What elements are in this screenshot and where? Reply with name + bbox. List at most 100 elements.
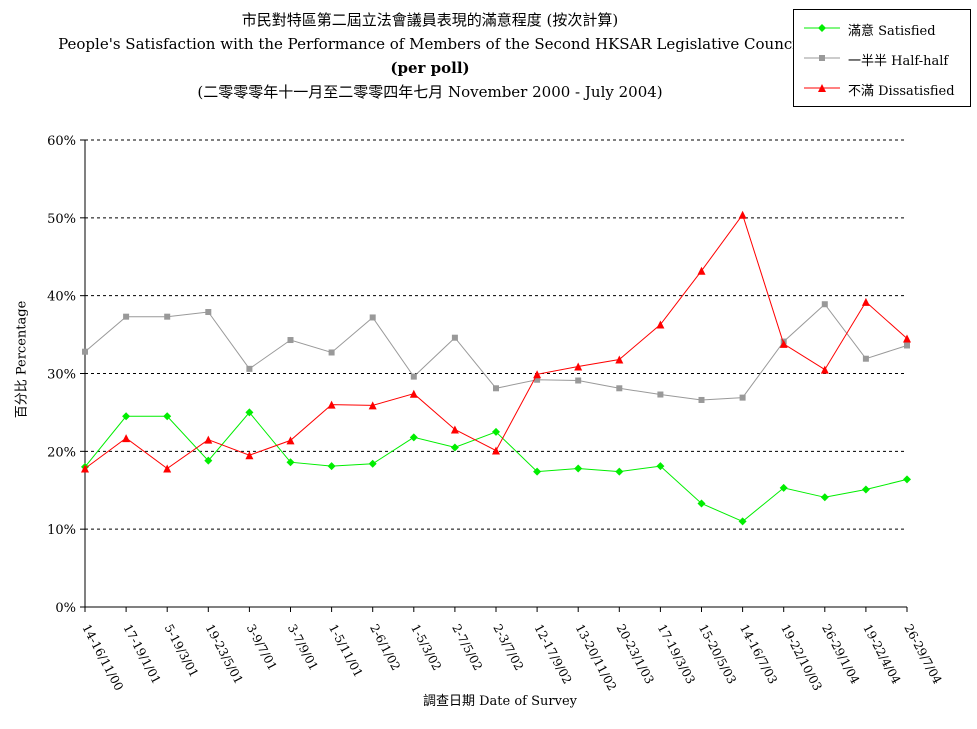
y-tick-label: 50% [47,212,76,227]
data-point-dissatisfied [204,435,213,444]
y-tick-label: 20% [47,445,76,460]
chart-title-chinese: 市民對特區第二屆立法會議員表現的滿意程度 (按次計算) [241,11,619,29]
data-point-half-half [451,334,458,341]
data-point-half-half [657,391,664,398]
x-tick-label: 1-5/11/01 [326,622,366,680]
data-point-satisfied [409,433,418,442]
triangle-marker-icon [804,84,840,92]
x-tick-label: 2-7/5/02 [449,622,485,673]
data-point-satisfied [204,456,213,465]
y-tick-label: 10% [47,523,76,538]
legend-label-half-half: 一半半 Half-half [848,54,949,69]
data-point-dissatisfied [656,320,665,329]
data-point-satisfied [450,443,459,452]
x-tick-label: 13-20/11/02 [573,622,620,693]
chart-date-range: (二零零零年十一月至二零零四年七月 November 2000 - July 2… [197,83,663,101]
x-tick-label: 3-9/7/01 [244,622,280,673]
data-point-dissatisfied [492,446,500,455]
data-point-satisfied [122,412,131,421]
x-tick-label: 14-16/11/00 [79,622,126,693]
legend-item-half-half: 一半半 Half-half [794,44,970,74]
data-point-dissatisfied [615,355,624,364]
x-tick-label: 14-16/7/03 [737,622,780,686]
data-point-half-half [328,349,335,356]
x-tick-label: 3-7/9/01 [285,622,321,673]
data-point-satisfied [574,464,583,473]
data-point-satisfied [492,427,500,436]
data-point-half-half [862,355,869,362]
data-point-satisfied [903,475,911,484]
data-point-half-half [82,348,88,355]
x-tick-label: 15-20/5/03 [696,622,739,686]
x-tick-label: 2-6/1/02 [367,622,403,673]
x-tick-label: 17-19/1/01 [120,622,163,686]
data-point-half-half [739,394,746,401]
data-point-half-half [904,342,910,349]
data-point-half-half [493,385,499,392]
x-tick-label: 2-3/7/02 [490,622,526,673]
data-point-dissatisfied [779,339,788,348]
x-tick-label: 1-5/3/02 [408,622,444,673]
data-point-half-half [616,385,623,392]
legend-label-satisfied: 滿意 Satisfied [848,24,936,39]
data-point-dissatisfied [903,334,911,343]
y-tick-label: 60% [47,134,76,149]
data-point-half-half [246,365,253,372]
data-point-satisfied [245,408,254,417]
data-point-dissatisfied [820,365,829,374]
x-tick-label: 20-23/1/03 [614,622,657,686]
x-tick-label: 17-19/3/03 [655,622,698,686]
y-axis-label: 百分比 Percentage [14,300,30,419]
data-point-satisfied [286,458,295,467]
data-point-dissatisfied [861,297,870,306]
data-point-dissatisfied [574,362,583,371]
data-point-dissatisfied [163,464,172,473]
data-point-satisfied [327,462,336,471]
diamond-marker-icon [804,24,840,32]
y-tick-labels: 0% 10% 20% 30% 40% 50% 60% [47,134,76,616]
legend-label-dissatisfied: 不滿 Dissatisfied [848,84,955,99]
data-point-satisfied [779,483,788,492]
data-point-half-half [575,377,582,384]
x-tick-label: 12-17/9/02 [531,622,574,686]
data-point-half-half [369,314,376,321]
data-point-half-half [287,337,294,344]
chart-subtitle: (per poll) [390,59,470,77]
data-point-satisfied [697,499,706,508]
data-point-dissatisfied [81,464,89,473]
legend-item-dissatisfied: 不滿 Dissatisfied [794,74,970,104]
x-tick-label: 26-29/1/04 [819,622,862,687]
data-point-dissatisfied [533,370,542,379]
data-point-dissatisfied [697,266,706,275]
x-tick-label: 26-29/7/04 [901,622,944,687]
data-point-half-half [698,396,705,403]
series-lines [81,210,911,526]
data-point-dissatisfied [122,434,131,443]
data-point-satisfied [533,467,542,476]
data-point-half-half [164,313,171,320]
data-point-dissatisfied [738,210,747,219]
x-tick-label: 19-23/5/01 [203,622,246,686]
chart-title-block: 市民對特區第二屆立法會議員表現的滿意程度 (按次計算) People's Sat… [0,8,860,104]
x-tick-label: 19-22/10/03 [778,622,825,693]
x-tick-label: 19-22/4/04 [860,622,903,687]
data-point-satisfied [738,517,747,526]
data-point-half-half [205,309,212,316]
x-tick-label: 5-19/3/01 [162,622,202,680]
data-point-dissatisfied [450,425,459,434]
grid-lines [85,139,907,530]
chart-legend: 滿意 Satisfied 一半半 Half-half 不滿 Dissatisfi… [793,9,971,107]
data-point-dissatisfied [409,389,418,398]
y-tick-label: 0% [55,601,76,616]
y-tick-label: 30% [47,368,76,383]
legend-item-satisfied: 滿意 Satisfied [794,14,970,44]
data-point-dissatisfied [368,401,377,410]
data-point-dissatisfied [286,436,295,445]
data-point-half-half [821,301,828,308]
y-tick-label: 40% [47,290,76,305]
data-point-satisfied [861,485,870,494]
data-point-dissatisfied [327,400,336,409]
x-axis-label: 調查日期 Date of Survey [422,694,577,709]
